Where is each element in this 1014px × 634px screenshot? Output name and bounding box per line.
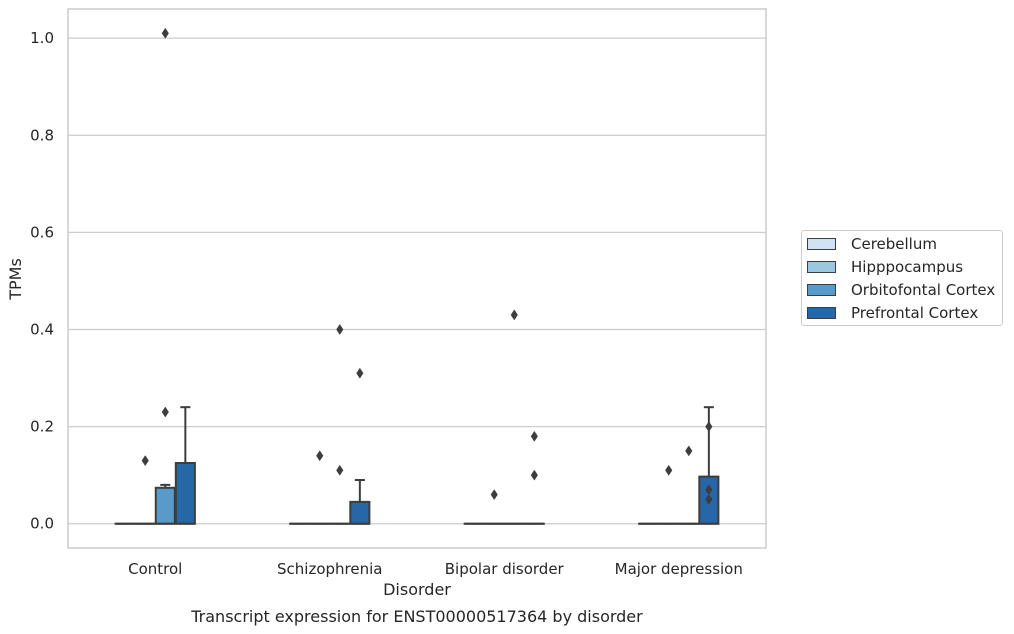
y-tick-label: 0.2 (30, 418, 54, 436)
outlier-point (705, 484, 713, 496)
box-body (174, 462, 196, 525)
box-3-3 (698, 406, 720, 525)
box-1-2 (483, 489, 505, 525)
legend-swatch (807, 284, 836, 296)
box-1-3 (658, 464, 680, 525)
outlier-point (530, 469, 538, 481)
legend: Cerebellum Hipppocampus Orbitofontal Cor… (801, 230, 1003, 326)
x-tick-label: Control (128, 560, 182, 578)
y-axis-label: TPMs (6, 258, 25, 301)
x-tick-label: Schizophrenia (277, 560, 382, 578)
y-tick-label: 1.0 (30, 29, 54, 47)
x-axis-label: Disorder (383, 580, 451, 599)
y-tick-label: 0.6 (30, 223, 54, 241)
legend-label: Orbitofontal Cortex (851, 281, 996, 299)
box-3-2 (523, 430, 545, 525)
box-body (349, 500, 371, 525)
legend-swatch (807, 307, 836, 319)
box-2-1 (329, 324, 351, 525)
legend-item-orbitofrontal-cortex: Orbitofontal Cortex (807, 280, 995, 300)
plot-area (67, 8, 767, 549)
outlier-point (705, 421, 713, 433)
y-tick-labels: 0.0 0.2 0.4 0.6 0.8 1.0 (30, 29, 54, 533)
box-1-0 (134, 455, 156, 525)
legend-label: Prefrontal Cortex (851, 304, 979, 322)
box-2-3 (678, 445, 700, 525)
outlier-point (530, 430, 538, 442)
outlier-point (356, 367, 364, 379)
box-2-0 (154, 27, 176, 525)
outlier-point (705, 493, 713, 505)
x-tick-label: Bipolar disorder (445, 560, 565, 578)
box-3-0 (174, 406, 196, 525)
y-tick-label: 0.8 (30, 126, 54, 144)
outlier-point (336, 464, 344, 476)
outlier-point (316, 450, 324, 462)
boxes (114, 27, 720, 525)
legend-swatch (807, 238, 836, 250)
box-3-1 (349, 367, 371, 525)
outlier-point (161, 406, 169, 418)
box-2-2 (503, 309, 525, 525)
y-tick-label: 0.4 (30, 320, 54, 338)
outlier-point (336, 324, 344, 335)
outlier-point (510, 309, 518, 321)
box-body (154, 486, 176, 525)
chart-caption: Transcript expression for ENST0000051736… (190, 607, 643, 626)
legend-label: Cerebellum (851, 235, 937, 253)
legend-label: Hipppocampus (851, 258, 964, 276)
y-tick-label: 0.0 (30, 515, 54, 533)
outlier-point (685, 445, 693, 457)
outlier-point (141, 455, 149, 467)
x-tick-label: Major depression (615, 560, 743, 578)
legend-item-hippocampus: Hipppocampus (807, 257, 963, 277)
box-1-1 (309, 450, 331, 525)
x-tick-labels: Control Schizophrenia Bipolar disorder Majo… (128, 560, 743, 578)
outlier-point (665, 464, 673, 476)
legend-item-cerebellum: Cerebellum (807, 234, 937, 254)
outlier-point (490, 489, 498, 501)
outlier-point (161, 27, 169, 39)
legend-swatch (807, 261, 836, 273)
legend-item-prefrontal-cortex: Prefrontal Cortex (807, 303, 978, 323)
